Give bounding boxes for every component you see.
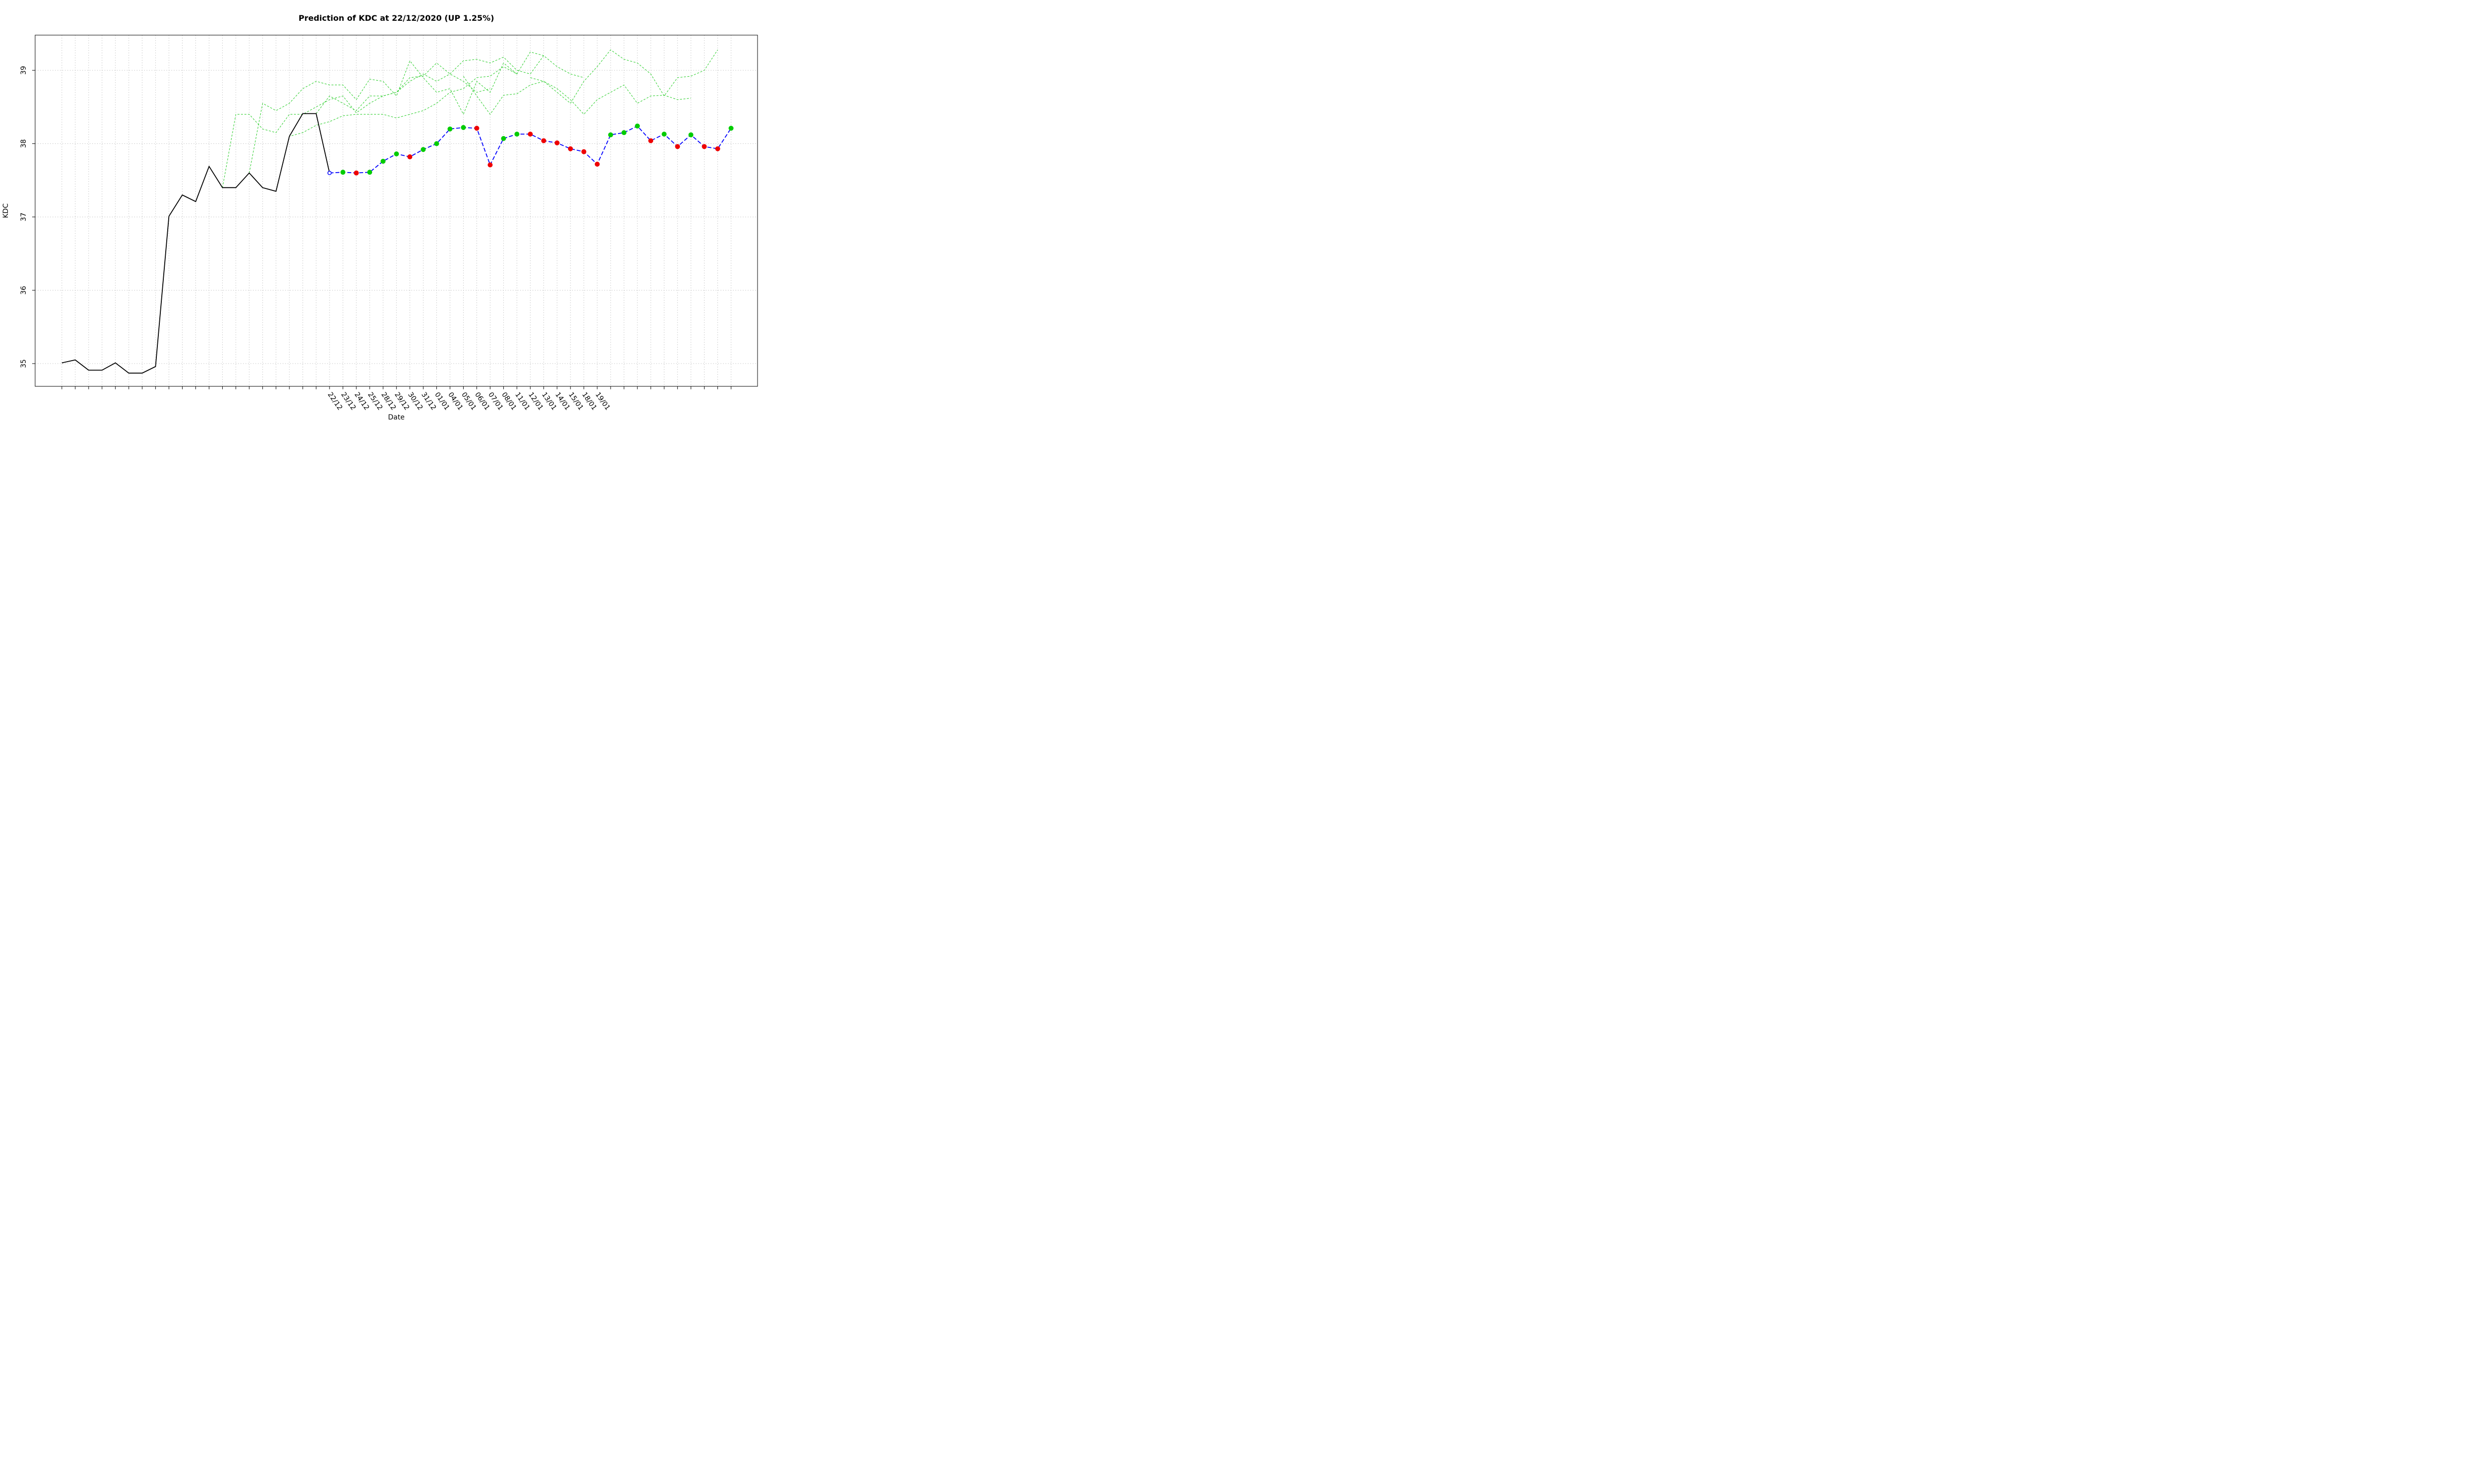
point <box>447 126 453 132</box>
series-line <box>463 76 691 115</box>
series-line <box>530 49 718 104</box>
series-line <box>61 113 330 374</box>
point <box>421 147 426 152</box>
point <box>635 123 640 129</box>
point <box>354 170 359 176</box>
point <box>728 126 734 131</box>
series-line <box>249 60 518 173</box>
point <box>688 132 694 138</box>
point <box>327 171 332 175</box>
y-tick-label: 35 <box>20 359 28 368</box>
series-line <box>222 62 490 188</box>
x-tick-label: 19/01 <box>594 391 612 412</box>
point <box>608 132 614 138</box>
point <box>568 146 573 151</box>
chart-title: Prediction of KDC at 22/12/2020 (UP 1.25… <box>298 13 494 23</box>
point <box>702 144 707 149</box>
point <box>541 138 546 143</box>
series-line <box>276 51 544 191</box>
y-axis-label: KDC <box>2 203 10 218</box>
point <box>487 162 493 168</box>
y-tick-label: 39 <box>20 66 28 75</box>
point <box>581 149 586 154</box>
x-axis-label: Date <box>388 414 404 421</box>
point <box>648 138 654 143</box>
point <box>621 130 627 136</box>
page: {"chart_data": {"type": "line", "title":… <box>0 0 2474 425</box>
point <box>595 161 600 167</box>
point <box>662 132 667 137</box>
point <box>434 141 439 146</box>
series-line <box>316 55 584 114</box>
point <box>381 158 386 164</box>
y-tick-label: 36 <box>20 286 28 295</box>
point <box>474 126 479 131</box>
point <box>514 132 520 137</box>
y-tick-label: 38 <box>20 139 28 148</box>
point <box>527 132 533 137</box>
y-tick-label: 37 <box>20 213 28 222</box>
point <box>407 154 413 160</box>
point <box>461 125 466 130</box>
point <box>501 136 506 141</box>
point <box>340 170 346 175</box>
point <box>715 146 720 151</box>
point <box>394 151 399 157</box>
point <box>367 170 373 175</box>
point <box>675 144 680 149</box>
plot-frame <box>35 35 758 387</box>
point <box>554 140 560 145</box>
chart: Prediction of KDC at 22/12/2020 (UP 1.25… <box>2 13 758 421</box>
